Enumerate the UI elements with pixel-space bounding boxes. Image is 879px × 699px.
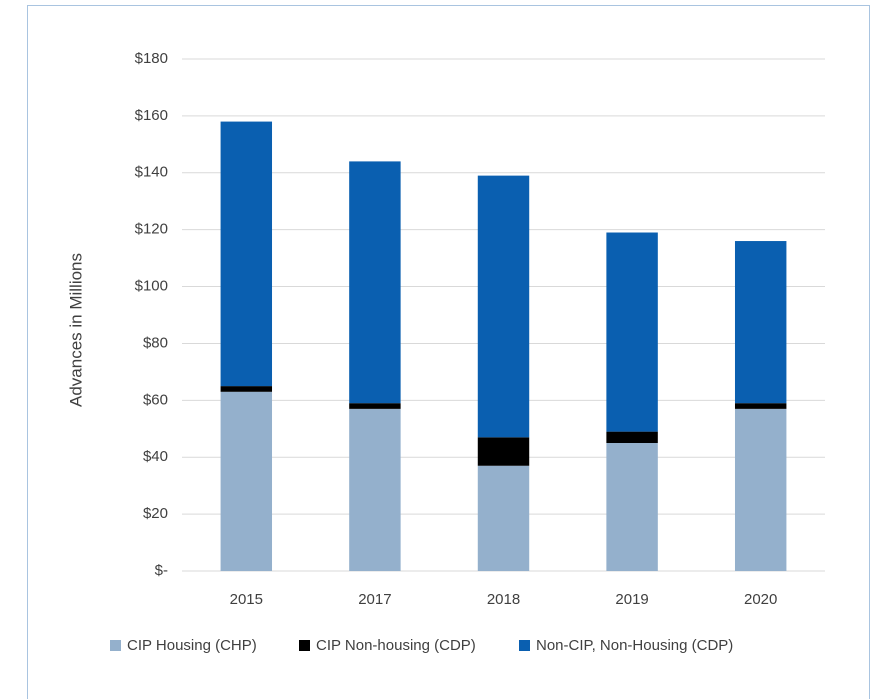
y-tick-label: $20 — [143, 505, 168, 522]
bar-segment — [349, 408, 401, 571]
y-tick-label: $80 — [143, 334, 168, 351]
bar-segment — [606, 232, 658, 432]
bar-segment — [220, 391, 273, 571]
bar-segment — [349, 161, 401, 404]
legend-label: CIP Non-housing (CDP) — [316, 637, 476, 654]
bar-segment — [606, 443, 658, 571]
bar-segment — [477, 465, 530, 571]
y-tick-label: $180 — [135, 50, 168, 67]
bar-segment — [349, 403, 401, 409]
bar-segment — [477, 175, 530, 438]
x-tick-label: 2018 — [487, 591, 520, 608]
y-tick-label: $140 — [135, 164, 168, 181]
y-tick-label: $120 — [135, 221, 168, 238]
y-tick-label: $40 — [143, 448, 168, 465]
bar-segment — [220, 386, 273, 392]
x-tick-label: 2020 — [744, 591, 777, 608]
legend-swatch — [519, 640, 530, 651]
bar-segment — [477, 437, 530, 466]
y-tick-label: $60 — [143, 391, 168, 408]
y-tick-label: $- — [155, 562, 168, 579]
legend-swatch — [299, 640, 310, 651]
chart-frame — [27, 5, 870, 699]
legend-label: CIP Housing (CHP) — [127, 637, 257, 654]
x-tick-label: 2019 — [615, 591, 648, 608]
bar-segment — [606, 431, 658, 443]
bar-segment — [220, 121, 273, 387]
bar-segment — [734, 403, 787, 409]
legend-swatch — [110, 640, 121, 651]
y-tick-label: $100 — [135, 278, 168, 295]
bar-segment — [734, 408, 787, 571]
x-tick-label: 2015 — [230, 591, 263, 608]
y-tick-label: $160 — [135, 107, 168, 124]
legend-label: Non-CIP, Non-Housing (CDP) — [536, 637, 733, 654]
bar-segment — [734, 241, 787, 404]
y-axis-label: Advances in Millions — [66, 253, 85, 407]
x-tick-label: 2017 — [358, 591, 391, 608]
